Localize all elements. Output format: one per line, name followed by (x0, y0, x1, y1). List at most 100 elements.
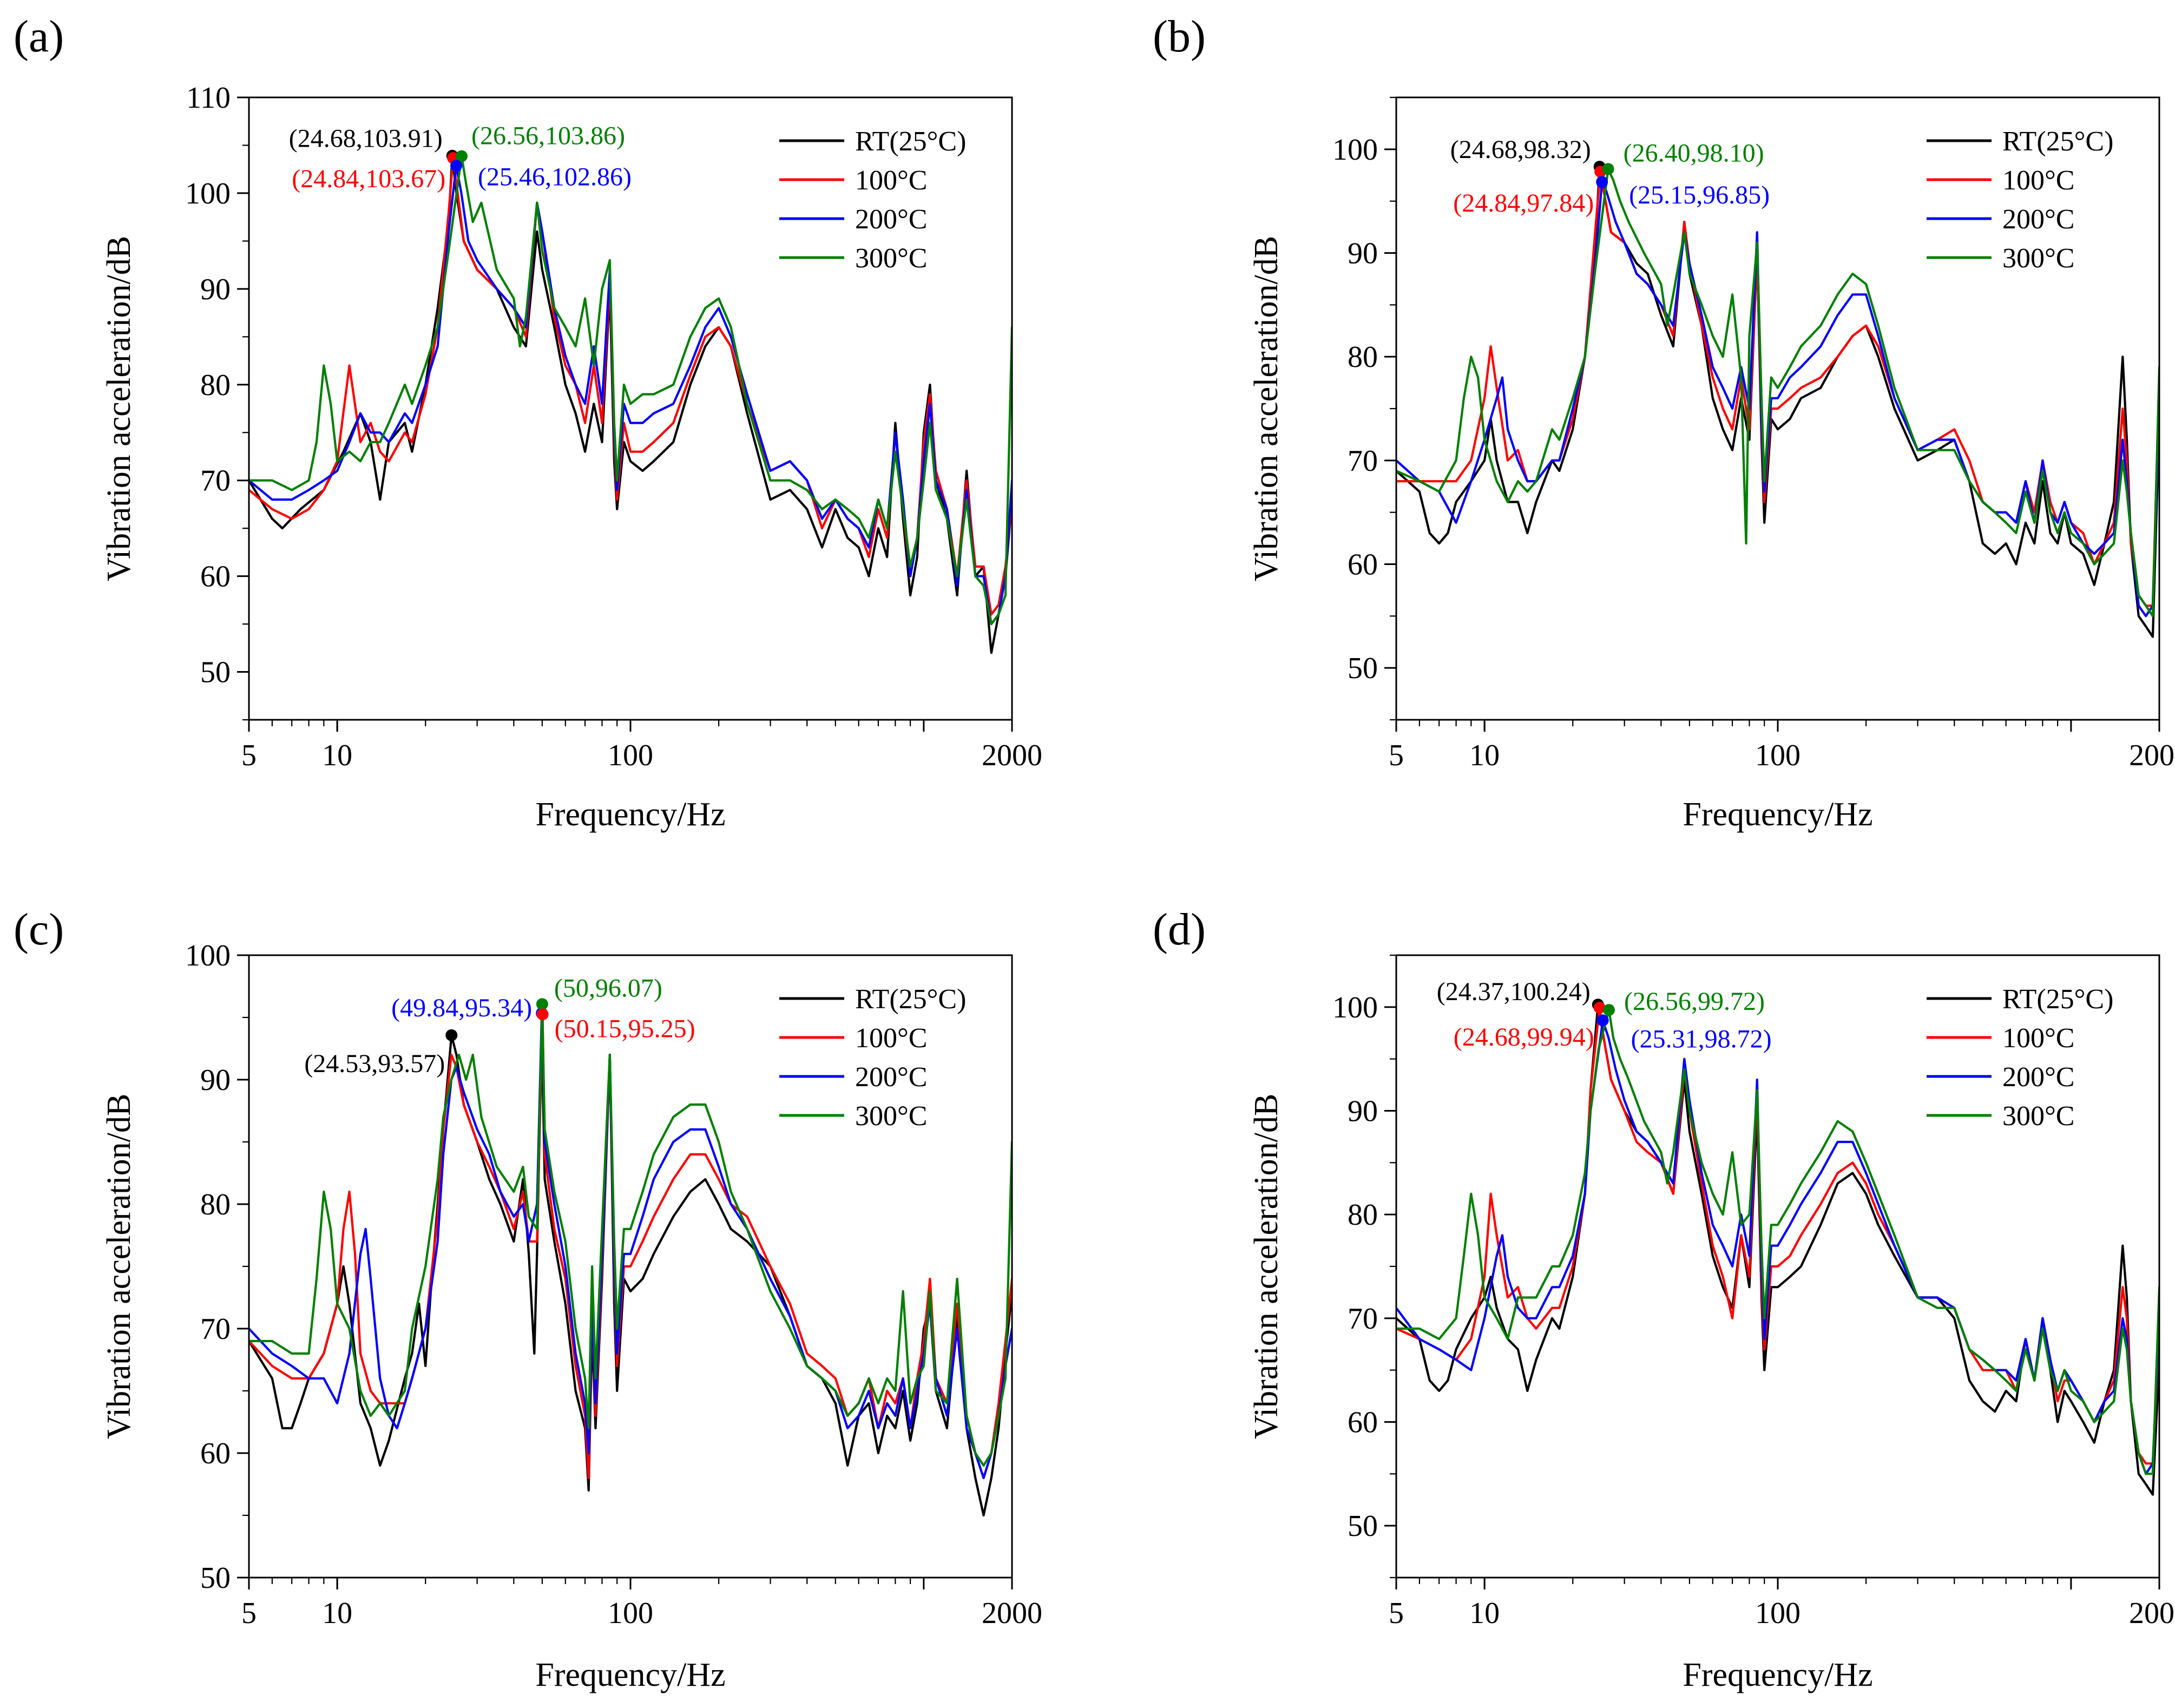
peak-label: (24.84,97.84) (1453, 189, 1594, 218)
legend-label: RT(25°C) (2002, 984, 2113, 1015)
x-tick-label: 5 (241, 1597, 257, 1630)
y-tick-label: 80 (200, 369, 231, 402)
series-group (249, 1003, 1012, 1517)
peak-marker (536, 998, 548, 1010)
peak-marker (1596, 1014, 1609, 1027)
peak-marker (1603, 1004, 1615, 1016)
annotations: (24.53,93.57) (49.84,95.34) (50,96.07) (50.… (304, 974, 695, 1078)
peak-label: (25.31,98.72) (1631, 1024, 1772, 1053)
x-tick-label: 10 (322, 739, 352, 772)
y-tick-label: 70 (200, 464, 231, 498)
x-tick-label: 10 (322, 1597, 352, 1630)
peak-label: (24.68,103.91) (289, 124, 443, 153)
x-axis-title: Frequency/Hz (535, 796, 725, 833)
y-tick-label: 50 (200, 656, 231, 689)
legend-label: RT(25°C) (855, 126, 966, 157)
panel-b: (b) 50 60 70 80 90 100 5 10 100 2000 Frequency/Hz Vi… (1153, 11, 2175, 833)
panel-label: (a) (14, 11, 64, 62)
series-line (1396, 1006, 2159, 1465)
peak-label: (25.46,102.86) (478, 162, 632, 191)
panel-a: (a) 50 60 70 80 90 100 110 5 10 100 2000 Frequency/H… (14, 11, 1042, 833)
legend-label: 100°C (855, 1023, 927, 1054)
x-tick-label: 100 (1755, 739, 1801, 772)
legend-label: 200°C (855, 1062, 927, 1093)
x-tick-label: 2000 (982, 1597, 1042, 1630)
series-group (249, 154, 1012, 654)
x-tick-label: 5 (1389, 739, 1404, 772)
peak-marker (445, 1029, 458, 1041)
peak-marker (450, 160, 463, 172)
legend-label: RT(25°C) (855, 984, 966, 1015)
x-axis-title: Frequency/Hz (535, 1657, 725, 1693)
y-tick-label: 60 (1348, 548, 1378, 582)
y-tick-label: 50 (200, 1561, 231, 1595)
y-tick-label: 90 (1348, 1095, 1378, 1128)
y-tick-label: 80 (1348, 340, 1378, 374)
series-group (1396, 1003, 2159, 1496)
panel-label: (c) (14, 904, 64, 955)
panel-c: (c) 50 60 70 80 90 100 5 10 100 2000 Frequency/Hz Vi… (14, 904, 1042, 1693)
legend: RT(25°C) 100°C 200°C 300°C (1927, 126, 2113, 274)
peak-label: (26.40,98.10) (1624, 139, 1764, 167)
x-tick-label: 5 (241, 739, 257, 772)
x-tick-label: 100 (608, 739, 653, 772)
y-tick-label: 80 (200, 1188, 231, 1221)
y-axis-title: Vibration acceleration/dB (1248, 236, 1285, 581)
peak-marker (456, 150, 468, 162)
legend-label: 300°C (2002, 1101, 2074, 1132)
series-line (1396, 165, 2159, 638)
x-tick-label: 10 (1469, 1597, 1500, 1630)
legend-label: 200°C (2002, 204, 2074, 235)
y-tick-label: 60 (200, 1437, 231, 1470)
y-axis-title: Vibration acceleration/dB (101, 1094, 137, 1439)
legend: RT(25°C) 100°C 200°C 300°C (779, 126, 966, 274)
peak-label: (26.56,103.86) (471, 122, 625, 150)
y-tick-label: 90 (200, 273, 231, 306)
peak-label: (24.68,98.32) (1450, 135, 1591, 164)
peak-label: (24.84,103.67) (292, 165, 445, 193)
peak-label: (24.68,99.94) (1454, 1023, 1594, 1052)
legend: RT(25°C) 100°C 200°C 300°C (779, 984, 966, 1132)
legend-label: 300°C (855, 243, 927, 274)
peak-label: (50.15,95.25) (555, 1014, 695, 1043)
peak-label: (25.15,96.85) (1629, 181, 1770, 209)
legend-label: 200°C (2002, 1062, 2074, 1093)
y-tick-label: 80 (1348, 1198, 1378, 1232)
legend-label: 100°C (2002, 1023, 2074, 1054)
series-line (1396, 168, 2159, 617)
panel-d: (d) 50 60 70 80 90 100 5 10 100 2000 Frequency/Hz Vi… (1153, 904, 2175, 1693)
y-tick-label: 70 (1348, 444, 1378, 478)
x-tick-label: 2000 (2129, 1597, 2175, 1630)
peak-label: (24.53,93.57) (304, 1049, 445, 1078)
y-tick-label: 90 (200, 1063, 231, 1097)
y-tick-label: 70 (200, 1312, 231, 1346)
y-tick-label: 100 (185, 939, 231, 973)
series-line (249, 155, 1012, 626)
y-tick-label: 50 (1348, 1509, 1378, 1543)
y-tick-label: 50 (1348, 652, 1378, 685)
y-tick-label: 90 (1348, 237, 1378, 271)
x-tick-label: 2000 (982, 739, 1042, 772)
x-tick-label: 100 (1755, 1597, 1801, 1630)
peak-marker (1596, 176, 1608, 188)
y-tick-label: 110 (186, 81, 231, 115)
x-tick-label: 100 (608, 1597, 653, 1630)
legend-label: 200°C (855, 204, 927, 235)
panel-label: (d) (1153, 904, 1206, 955)
panel-label: (b) (1153, 11, 1206, 62)
peak-label: (24.37,100.24) (1437, 977, 1591, 1006)
peak-label: (50,96.07) (554, 974, 662, 1002)
series-line (249, 1003, 1012, 1467)
y-tick-label: 100 (185, 177, 231, 211)
legend-label: 300°C (855, 1101, 927, 1132)
peak-label: (26.56,99.72) (1624, 987, 1765, 1016)
legend-label: 100°C (855, 165, 927, 196)
peak-marker (1593, 1001, 1606, 1014)
peak-label: (49.84,95.34) (391, 994, 532, 1022)
peak-marker (536, 1008, 549, 1021)
series-line (1396, 1009, 2159, 1475)
x-tick-label: 5 (1389, 1597, 1404, 1630)
y-tick-label: 100 (1332, 133, 1378, 167)
annotations: (24.68,98.32) (24.84,97.84) (26.40,98.10) (… (1450, 135, 1770, 218)
